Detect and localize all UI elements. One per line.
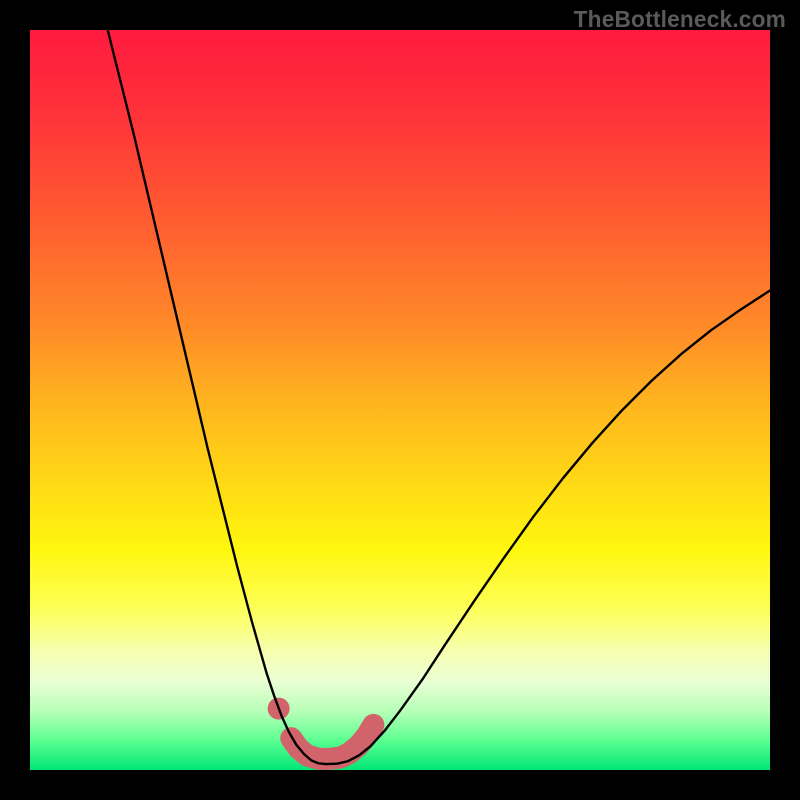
bottleneck-chart: TheBottleneck.com xyxy=(0,0,800,800)
watermark-text: TheBottleneck.com xyxy=(574,6,786,33)
chart-svg xyxy=(0,0,800,800)
inner-gradient-background xyxy=(30,30,770,770)
